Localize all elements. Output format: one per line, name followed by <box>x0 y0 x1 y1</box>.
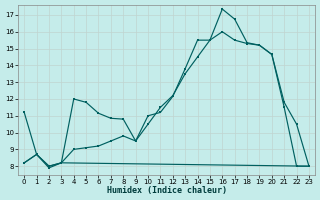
X-axis label: Humidex (Indice chaleur): Humidex (Indice chaleur) <box>107 186 227 195</box>
